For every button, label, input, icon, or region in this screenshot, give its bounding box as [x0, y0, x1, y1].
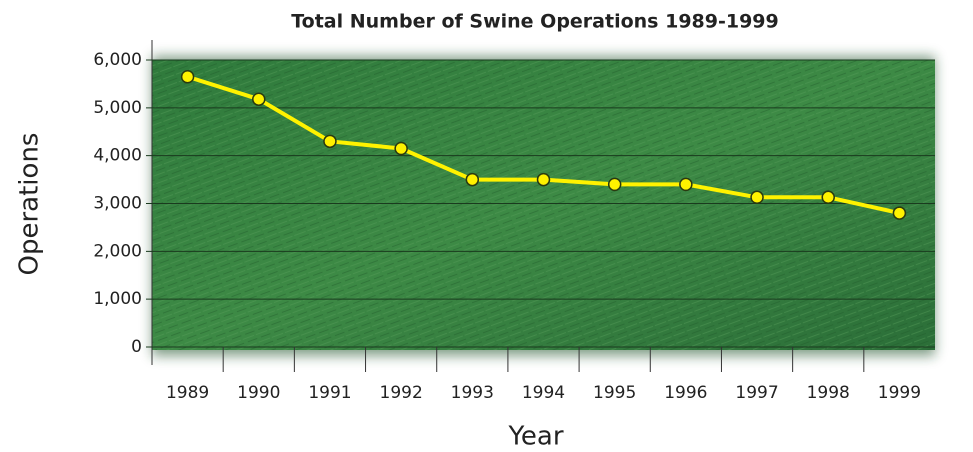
x-tick-label: 1994 [522, 383, 565, 403]
y-tick-label: 1,000 [93, 289, 142, 309]
data-point [750, 190, 764, 205]
data-point [180, 69, 195, 84]
y-tick-label: 4,000 [93, 146, 142, 166]
y-axis-title: Operations [15, 133, 45, 276]
data-point [323, 134, 337, 149]
data-point [394, 141, 408, 156]
x-tick-label: 1990 [237, 383, 280, 403]
data-point [465, 172, 480, 187]
y-tick-label: 3,000 [93, 194, 142, 214]
x-tick-label: 1999 [878, 383, 921, 403]
x-tick-label: 1991 [308, 383, 351, 403]
chart-title: Total Number of Swine Operations 1989-19… [291, 11, 779, 33]
x-tick-label: 1993 [451, 383, 494, 403]
data-point [536, 172, 551, 187]
x-tick-label: 1996 [664, 383, 707, 403]
y-tick-label: 2,000 [93, 241, 142, 261]
y-tick-label: 5,000 [93, 98, 142, 118]
x-tick-label: 1989 [166, 383, 209, 403]
y-tick-label: 6,000 [93, 50, 142, 70]
x-tick-label: 1992 [380, 383, 423, 403]
data-point [679, 177, 693, 192]
x-axis-title: Year [507, 422, 563, 452]
data-point [607, 177, 622, 192]
data-point [252, 92, 266, 106]
x-tick-label: 1998 [807, 383, 850, 403]
data-point [892, 206, 907, 220]
y-tick-label: 0 [131, 337, 142, 357]
data-point [821, 190, 835, 205]
x-tick-label: 1997 [735, 383, 778, 403]
x-tick-label: 1995 [593, 383, 636, 403]
